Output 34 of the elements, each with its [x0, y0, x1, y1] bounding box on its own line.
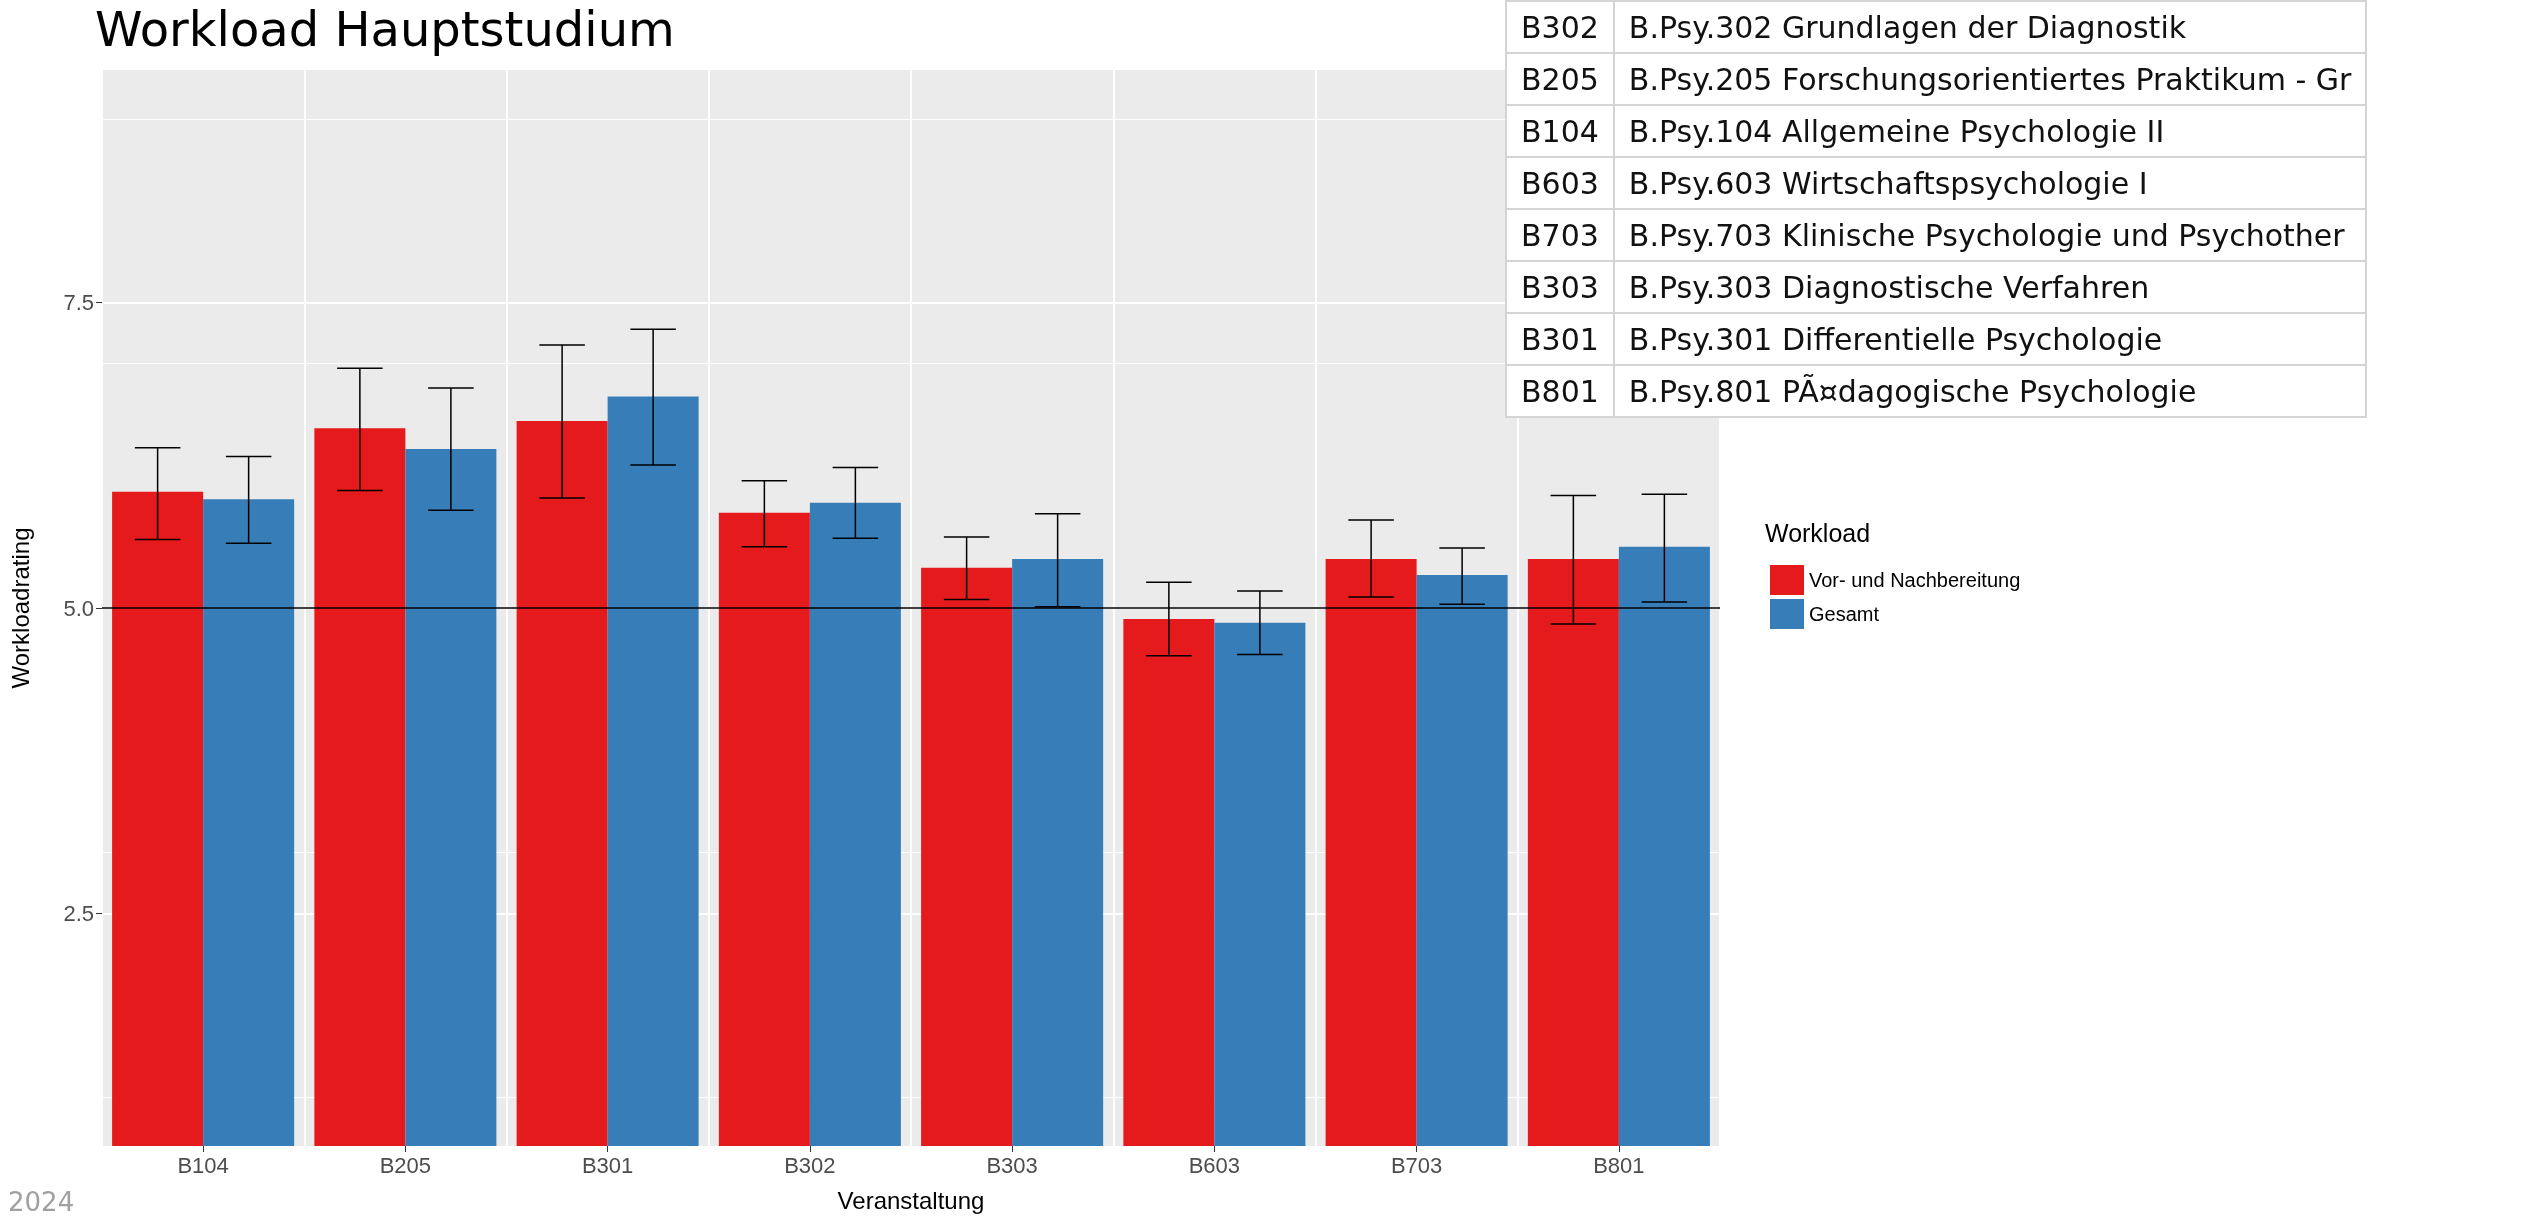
legend-label: Gesamt [1809, 603, 1880, 625]
annotation: B301 [1506, 313, 1614, 365]
x-tick-label: B603 [1188, 1152, 1241, 1178]
annotation: B303 [1506, 261, 1614, 313]
x-tick-label: B104 [177, 1152, 229, 1178]
chart-title: Workload Hauptstudium [95, 1, 675, 57]
y-tick-label: 7.5 [63, 289, 94, 315]
legend-title: Workload [1765, 518, 1871, 547]
annotation: B801 [1506, 365, 1614, 417]
x-tick-label: B303 [986, 1152, 1038, 1178]
text: B.Psy.302 Grundlagen der Diagnostik [1613, 1, 2367, 53]
annotation: B205 [1506, 53, 1614, 105]
annotation: B.Psy.104 Allgemeine Psychologie II [1613, 105, 2367, 157]
annotation: B.Psy.703 Klinische Psychologie und Psychother [1613, 209, 2367, 261]
annotation: B703 [1506, 209, 1614, 261]
annotation: B.Psy.303 Diagnostische Verfahren [1613, 261, 2367, 313]
annotation: B104 [1506, 105, 1614, 157]
y-axis-title: Workloadrating [6, 527, 34, 689]
legend-label: Vor- und Nachbereitung [1809, 569, 2021, 591]
annotation: B.Psy.205 Forschungsorientiertes Praktikum - Gr [1613, 53, 2367, 105]
annotation: B603 [1506, 157, 1614, 209]
x-tick-label: B703 [1390, 1152, 1443, 1178]
annotation: B.Psy.603 Wirtschaftspsychologie I [1613, 157, 2367, 209]
x-tick-label: B801 [1593, 1152, 1645, 1178]
annotation: B.Psy.801 PÃ¤dagogische Psychologie [1613, 365, 2367, 417]
x-tick-label: B302 [784, 1152, 836, 1178]
text: B302 [1506, 1, 1614, 53]
y-tick-label: 5.0 [63, 595, 94, 621]
x-tick-label: B205 [379, 1152, 432, 1178]
text: 2024 [8, 1187, 75, 1217]
annotation: B.Psy.301 Differentielle Psychologie [1613, 313, 2367, 365]
y-tick-label: 2.5 [63, 901, 94, 927]
x-tick-label: B301 [581, 1152, 634, 1178]
x-axis-title: Veranstaltung [837, 1186, 985, 1214]
